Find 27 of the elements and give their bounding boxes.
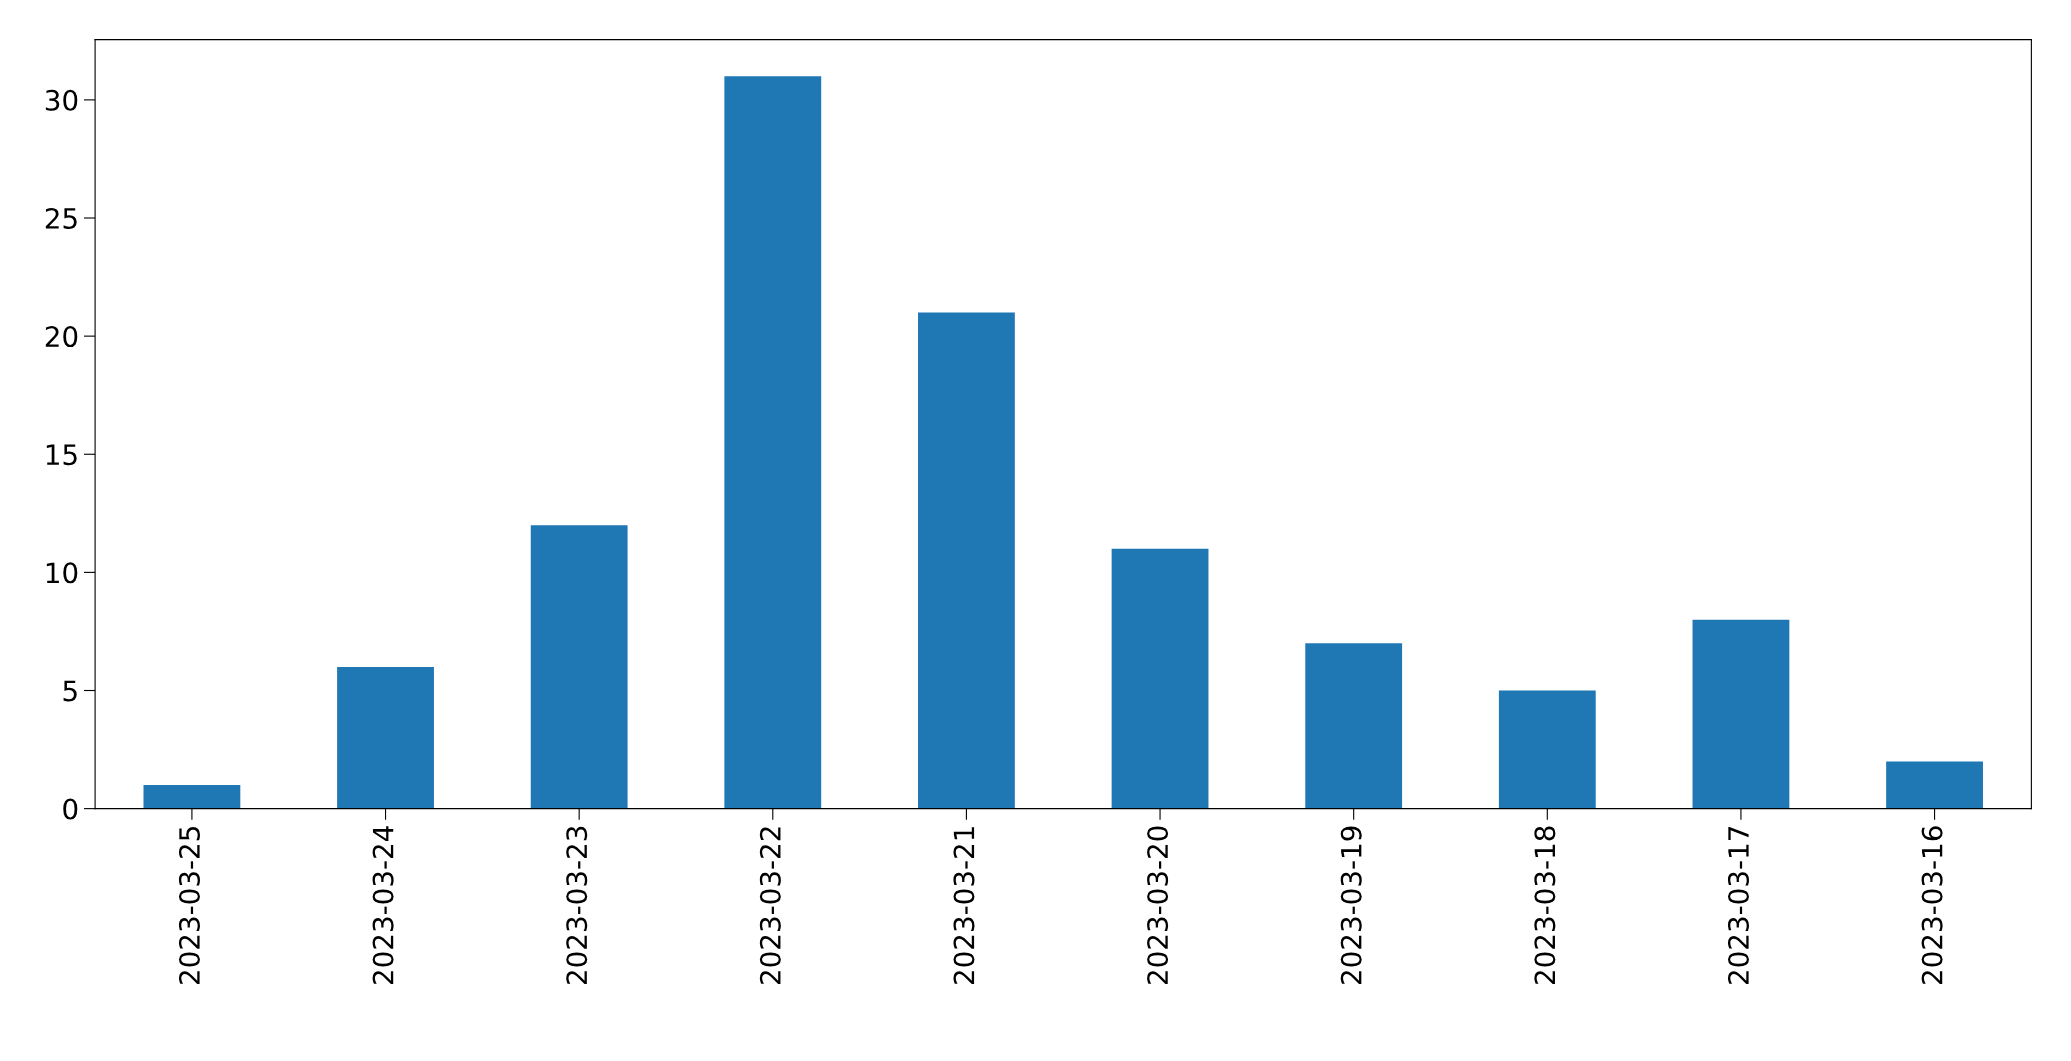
y-tick-label: 30 [45,89,78,111]
bar [918,312,1015,809]
bar [724,76,822,809]
bar [1111,548,1209,809]
x-tick-label: 2023-03-24 [372,826,394,984]
x-tick-label: 2023-03-16 [1921,826,1943,984]
x-tick-label: 2023-03-23 [566,826,588,984]
x-tick-label: 2023-03-25 [178,827,200,984]
bar [1305,643,1403,809]
bar [337,666,434,809]
x-tick-label: 2023-03-18 [1534,826,1556,984]
bar [530,525,628,809]
x-tick-label: 2023-03-21 [953,827,975,984]
y-tick-label: 25 [45,207,77,229]
y-tick-label: 10 [46,562,78,584]
bar [1498,690,1596,809]
bar [1692,619,1790,809]
bar [1886,761,1983,809]
y-tick-label: 15 [46,444,77,466]
x-tick-label: 2023-03-17 [1727,826,1749,984]
y-tick-label: 5 [63,680,77,702]
x-tick-label: 2023-03-20 [1147,826,1169,984]
bar [143,785,241,809]
y-tick-label: 20 [45,326,78,348]
y-tick-label: 0 [63,798,78,820]
x-tick-label: 2023-03-22 [759,827,781,984]
x-tick-label: 2023-03-19 [1340,826,1362,984]
